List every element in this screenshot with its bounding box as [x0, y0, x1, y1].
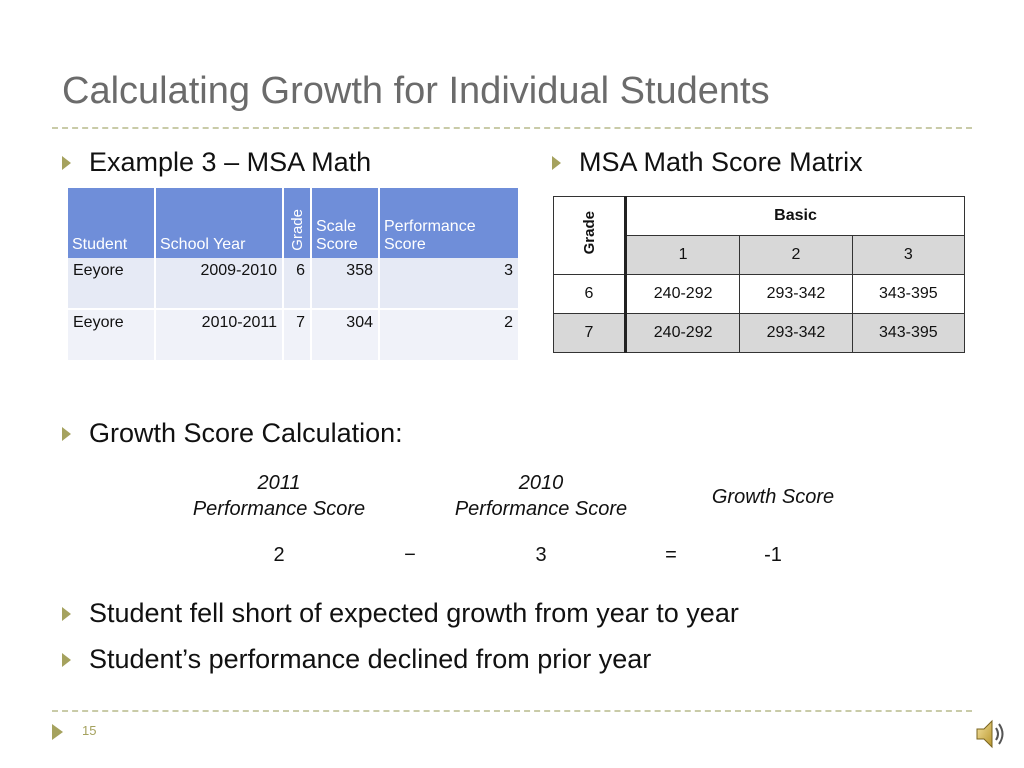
- header-performance-score: Performance Score: [379, 188, 518, 258]
- table-row: 7 240-292 293-342 343-395: [553, 313, 966, 353]
- matrix-grade: 6: [553, 274, 627, 314]
- matrix-header-row: Grade Basic: [553, 196, 965, 275]
- arrow-right-icon: [62, 652, 71, 667]
- calc-result: -1: [764, 544, 782, 566]
- bullet-matrix-text: MSA Math Score Matrix: [579, 147, 863, 177]
- table-row: Eeyore 2010-2011 7 304 2: [68, 308, 518, 360]
- footer-arrow-icon: [52, 724, 63, 740]
- cell-scale-score: 358: [311, 258, 380, 309]
- cell-school-year: 2010-2011: [155, 308, 284, 360]
- bullet-example-text: Example 3 – MSA Math: [89, 147, 372, 177]
- bullet-conclusion-1: Student fell short of expected growth fr…: [62, 600, 739, 627]
- matrix-levels-row: 1 2 3: [554, 235, 966, 275]
- cell-student: Eeyore: [68, 308, 156, 360]
- calc-operator-minus: −: [404, 544, 416, 566]
- arrow-right-icon: [62, 426, 71, 441]
- footer-divider: [52, 710, 972, 712]
- matrix-level: 2: [739, 235, 853, 275]
- cell-performance-score: 2: [379, 308, 518, 360]
- cell-student: Eeyore: [68, 258, 156, 309]
- header-school-year: School Year: [155, 188, 284, 258]
- calc-value-2010: 3: [535, 544, 547, 566]
- matrix-grade-label: Grade: [580, 211, 598, 255]
- matrix-basic-header: Basic: [625, 196, 965, 236]
- matrix-level: 1: [624, 235, 741, 275]
- calc-label-2011: 2011 Performance Score: [192, 472, 366, 520]
- bullet-calc-text: Growth Score Calculation:: [89, 418, 403, 448]
- header-student: Student: [68, 188, 156, 258]
- matrix-grade-header: Grade: [553, 196, 627, 275]
- calc-value-2011: 2: [273, 544, 285, 566]
- slide-title: Calculating Growth for Individual Studen…: [62, 70, 770, 112]
- cell-grade: 7: [283, 308, 312, 360]
- matrix-range: 240-292: [624, 313, 741, 353]
- student-table-header-row: Student School Year Grade Scale Score Pe…: [68, 188, 518, 258]
- calc-label-growth: Growth Score: [711, 486, 835, 508]
- bullet-example: Example 3 – MSA Math: [62, 149, 371, 176]
- table-row: Eeyore 2009-2010 6 358 3: [68, 258, 518, 309]
- header-grade: Grade: [283, 188, 312, 258]
- matrix-range: 240-292: [624, 274, 741, 314]
- calc-equals: =: [665, 544, 677, 566]
- bullet-conclusion-1-text: Student fell short of expected growth fr…: [89, 598, 739, 628]
- matrix-range: 293-342: [739, 313, 853, 353]
- header-scale-score: Scale Score: [311, 188, 380, 258]
- matrix-range: 293-342: [739, 274, 853, 314]
- bullet-conclusion-2: Student’s performance declined from prio…: [62, 646, 651, 673]
- table-row: 6 240-292 293-342 343-395: [553, 274, 966, 314]
- speaker-icon-graphic: [976, 719, 1004, 749]
- arrow-right-icon: [552, 155, 561, 170]
- speaker-icon[interactable]: [974, 716, 1008, 752]
- student-score-table: Student School Year Grade Scale Score Pe…: [68, 188, 518, 360]
- matrix-range: 343-395: [851, 313, 966, 353]
- header-grade-label: Grade: [288, 209, 306, 251]
- cell-scale-score: 304: [311, 308, 380, 360]
- cell-grade: 6: [283, 258, 312, 309]
- score-matrix-table: Grade Basic 1 2 3 6 240-292 293-342 343-…: [553, 196, 966, 353]
- cell-school-year: 2009-2010: [155, 258, 284, 309]
- matrix-range: 343-395: [851, 274, 966, 314]
- title-divider: [52, 127, 972, 129]
- bullet-matrix: MSA Math Score Matrix: [552, 149, 863, 176]
- arrow-right-icon: [62, 155, 71, 170]
- bullet-conclusion-2-text: Student’s performance declined from prio…: [89, 644, 652, 674]
- arrow-right-icon: [62, 606, 71, 621]
- page-number: 15: [82, 723, 97, 738]
- matrix-grade: 7: [553, 313, 627, 353]
- bullet-calc: Growth Score Calculation:: [62, 420, 403, 447]
- matrix-level: 3: [851, 235, 966, 275]
- cell-performance-score: 3: [379, 258, 518, 309]
- calc-label-2010: 2010 Performance Score: [454, 472, 628, 520]
